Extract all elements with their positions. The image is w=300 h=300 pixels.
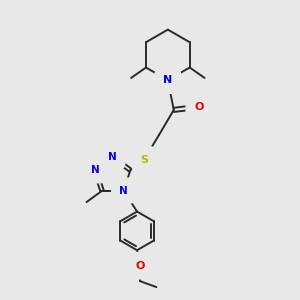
Text: O: O: [194, 102, 204, 112]
Text: N: N: [91, 165, 100, 175]
Text: N: N: [119, 186, 128, 196]
Text: O: O: [135, 261, 145, 271]
Text: N: N: [163, 75, 172, 85]
Text: N: N: [109, 152, 117, 162]
Text: S: S: [140, 154, 148, 164]
